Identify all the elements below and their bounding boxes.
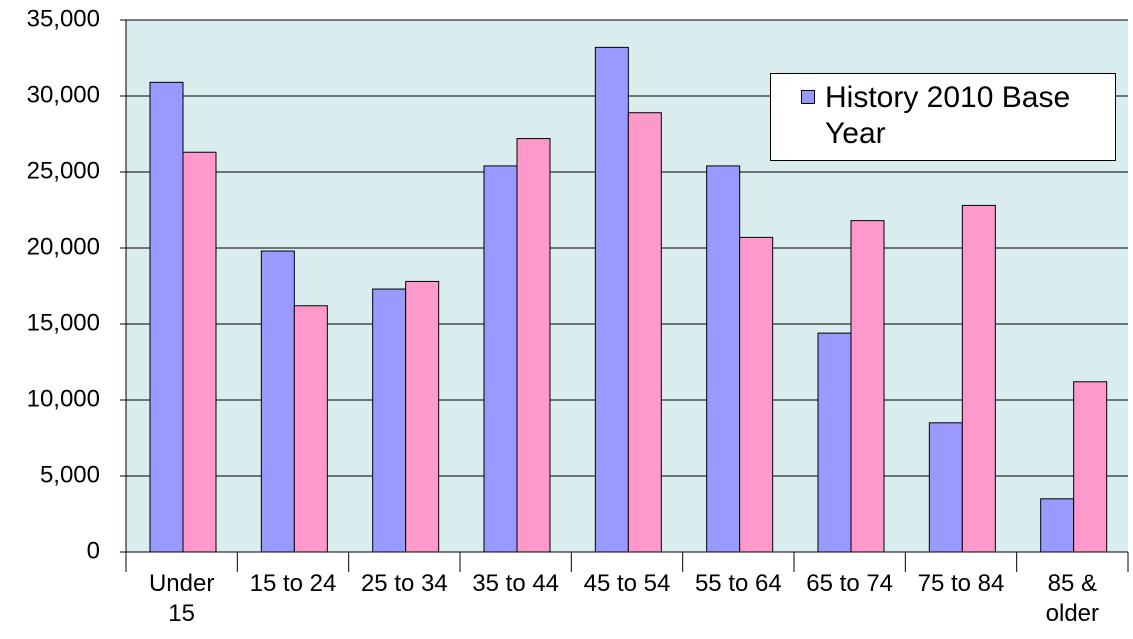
x-tick-label: 85 & older: [1045, 570, 1100, 627]
bar: [405, 280, 440, 553]
y-tick-label: 25,000: [27, 157, 100, 184]
x-tick-label: 75 to 84: [917, 570, 1005, 597]
bar: [627, 112, 662, 553]
bar: [817, 332, 852, 553]
legend: History 2010 Base Year: [770, 73, 1116, 161]
bar: [182, 151, 217, 553]
bar: [149, 81, 184, 553]
x-tick-label: 15 to 24: [249, 570, 337, 597]
y-tick-label: 35,000: [27, 5, 100, 32]
bar: [850, 220, 885, 553]
bar: [1040, 498, 1075, 553]
y-tick-label: 10,000: [27, 385, 100, 412]
legend-swatch: [801, 90, 815, 104]
bar: [594, 46, 629, 553]
y-tick-label: 15,000: [27, 309, 100, 336]
bar: [483, 165, 518, 553]
x-tick-label: 55 to 64: [694, 570, 782, 597]
bar: [739, 236, 774, 553]
y-tick-label: 5,000: [40, 461, 100, 488]
bar: [372, 288, 407, 553]
y-tick-label: 20,000: [27, 233, 100, 260]
bar: [961, 204, 996, 553]
x-tick-label: 25 to 34: [360, 570, 448, 597]
y-tick-label: 30,000: [27, 81, 100, 108]
x-tick-label: 65 to 74: [806, 570, 894, 597]
x-tick-label: 45 to 54: [583, 570, 671, 597]
bar: [293, 305, 328, 553]
bar: [516, 138, 551, 553]
bar: [706, 165, 741, 553]
x-tick-label: Under 15: [148, 570, 215, 627]
bar: [1073, 381, 1108, 553]
x-tick-label: 35 to 44: [472, 570, 560, 597]
y-tick-label: 0: [87, 537, 100, 564]
bar: [260, 250, 295, 553]
legend-label: History 2010 Base Year: [825, 81, 1071, 150]
bar: [928, 422, 963, 553]
